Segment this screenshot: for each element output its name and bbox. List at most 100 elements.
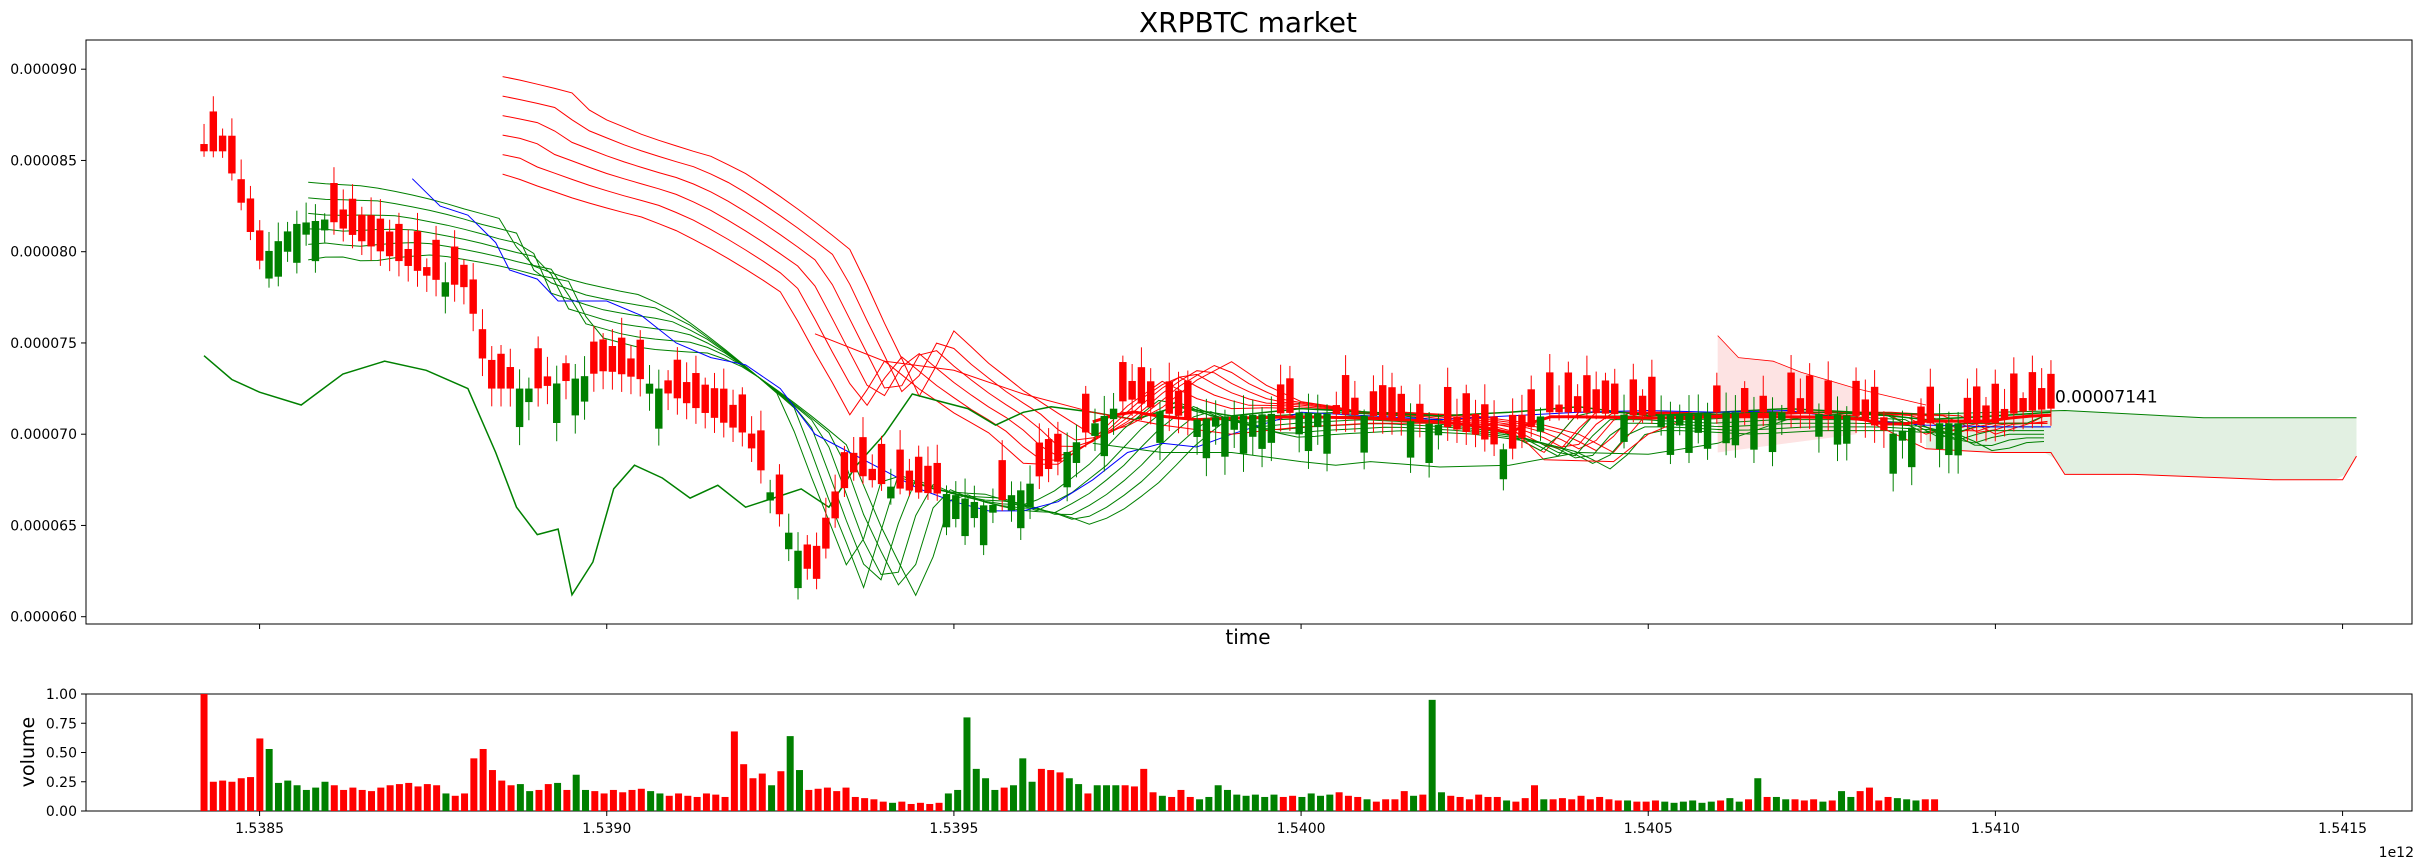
volume-bar [302,789,310,811]
volume-bar [405,782,413,811]
candle-body [1917,406,1925,425]
last-price-label: 0.00007141 [2055,387,2158,407]
candle-body [1648,376,1656,416]
candle-body [636,339,644,380]
candle-body [1898,430,1907,441]
volume-bar [284,780,292,811]
volume-bar [1465,799,1473,811]
y-tick-label: 0.000065 [10,518,77,534]
volume-y-tick-label: 0.25 [46,775,77,791]
candle-body [1926,386,1935,424]
volume-bar [600,793,608,811]
candle-body [450,246,459,285]
volume-bar [572,774,580,811]
volume-bar [507,785,515,811]
volume-bar [1196,799,1204,811]
candle-body [432,239,440,280]
candle-body [673,359,682,399]
volume-bar [526,791,534,811]
candle-body [209,111,218,152]
candle-body [812,545,821,579]
volume-bar [833,791,841,811]
candle-body [738,394,747,433]
candle-body [682,382,691,404]
candle-body [1379,385,1387,418]
candle-body [1759,395,1767,413]
volume-bar [1121,785,1129,811]
candle-body [1518,414,1526,438]
volume-bar [870,799,878,811]
volume-bar [1158,795,1166,811]
candle-body [1740,388,1749,413]
volume-bar [377,787,385,811]
candle-body [543,376,552,386]
red-ma-line-6 [502,76,2048,454]
candle-body [1963,397,1972,424]
volume-bar [1735,801,1743,811]
candle-body [803,544,812,569]
volume-bar [1093,785,1101,811]
volume-bar [712,794,720,811]
candle-body [1026,483,1034,507]
volume-bar [256,738,264,811]
bearish-cloud-edge [1717,335,1927,406]
volume-bar [861,798,869,811]
candle-body [1471,413,1480,435]
volume-bar [340,789,348,811]
volume-bar [851,796,859,811]
y-tick-label: 0.000070 [10,427,77,443]
volume-bar [1186,796,1194,811]
volume-bar [1577,795,1585,811]
volume-bar [805,789,813,811]
volume-bar [265,748,273,811]
candle-body [1091,423,1099,436]
volume-bar [321,781,329,811]
candle-body [1211,417,1220,427]
candle-body [2028,372,2037,411]
volume-plot: 0.00 0.25 0.50 0.75 1.00 1.5385 1.5390 1.5395 1.… [46,687,2413,837]
volume-bar [991,789,999,811]
volume-bar [1856,791,1864,811]
candle-body [1666,414,1675,455]
candle-body [1434,424,1443,436]
volume-bar [1270,794,1278,811]
volume-bar [1223,789,1231,811]
candle-body [1945,423,1953,456]
candle-body [562,363,570,382]
volume-bar [498,780,506,811]
candle-body [506,367,515,389]
volume-bar [1893,798,1901,811]
volume-bar [693,796,701,811]
candle-body [1165,381,1173,414]
volume-bar [1168,796,1176,811]
volume-bar [740,764,748,811]
candle-body [1156,411,1164,443]
volume-bar [1875,800,1883,811]
candle-body [747,433,756,449]
volume-bar [1754,778,1762,811]
candle-body [1072,442,1081,463]
candle-body [515,388,524,428]
candle-body [831,491,839,519]
candle-body [1360,415,1368,453]
candle-body [1490,416,1498,445]
volume-bar [768,785,776,811]
volume-bar [442,793,450,811]
candle-body [1713,385,1721,413]
volume-bar [1679,801,1687,811]
y-tick-label: 0.000060 [10,610,77,626]
volume-bar [554,782,562,811]
volume-bar [1447,795,1455,811]
volume-bar [312,787,320,811]
volume-bar [889,802,897,811]
volume-x-tick-label: 1.5415 [2318,821,2367,837]
candle-body [627,358,635,377]
volume-bar [702,793,710,811]
candle-body [1657,415,1665,428]
volume-bar [1047,770,1055,811]
volume-bar [228,781,236,811]
volume-bar [1847,796,1855,811]
volume-bar [395,784,403,811]
candle-body [423,267,431,276]
